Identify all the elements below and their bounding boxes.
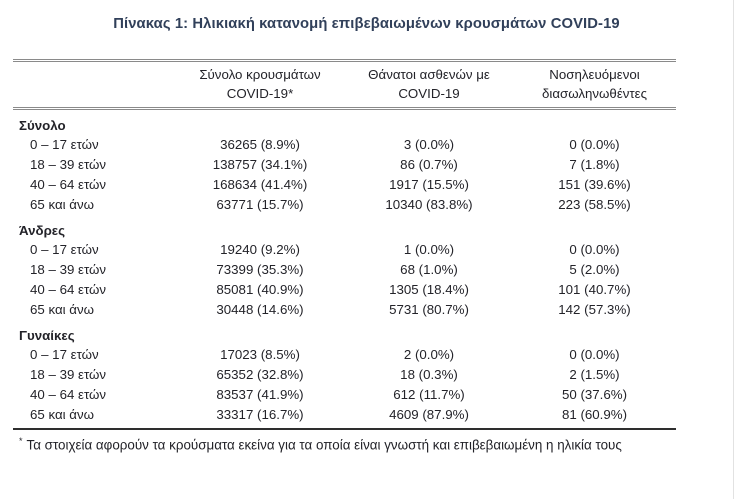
column-header-line: διασωληνωθέντες	[541, 86, 647, 101]
cases-value: 17023 (8.5%)	[220, 347, 300, 362]
column-header-intubated: Νοσηλευόμενοι διασωληνωθέντες	[513, 65, 676, 103]
age-label: 18 – 39 ετών	[30, 262, 107, 277]
intubated-value: 142 (57.3%)	[558, 302, 631, 317]
deaths-value: 18 (0.3%)	[400, 367, 458, 382]
column-header-total-cases: Σύνολο κρουσμάτων COVID-19*	[175, 65, 345, 103]
table-row: 0 – 17 ετών 19240 (9.2%) 1 (0.0%) 0 (0.0…	[13, 240, 676, 260]
table-row: 40 – 64 ετών 168634 (41.4%) 1917 (15.5%)…	[13, 175, 676, 195]
column-header-deaths: Θάνατοι ασθενών με COVID-19	[345, 65, 513, 103]
cases-value: 73399 (35.3%)	[216, 262, 304, 277]
cases-value: 30448 (14.6%)	[216, 302, 304, 317]
column-header-line: COVID-19	[398, 86, 460, 101]
cases-value: 63771 (15.7%)	[216, 197, 304, 212]
intubated-value: 223 (58.5%)	[558, 197, 631, 212]
intubated-value: 2 (1.5%)	[569, 367, 620, 382]
deaths-value: 1917 (15.5%)	[389, 177, 469, 192]
age-label: 18 – 39 ετών	[30, 157, 107, 172]
deaths-value: 10340 (83.8%)	[385, 197, 473, 212]
deaths-value: 2 (0.0%)	[403, 347, 455, 362]
age-label: 40 – 64 ετών	[30, 387, 107, 402]
column-header-line: Θάνατοι ασθενών με	[368, 67, 490, 82]
cases-value: 168634 (41.4%)	[212, 177, 308, 192]
intubated-value: 7 (1.8%)	[569, 157, 620, 172]
deaths-value: 68 (1.0%)	[400, 262, 458, 277]
age-label: 0 – 17 ετών	[30, 137, 99, 152]
section-label-total: Σύνολο	[19, 118, 66, 133]
table-row: 0 – 17 ετών 36265 (8.9%) 3 (0.0%) 0 (0.0…	[13, 135, 676, 155]
table-row: 40 – 64 ετών 85081 (40.9%) 1305 (18.4%) …	[13, 280, 676, 300]
section-label-men: Άνδρες	[19, 223, 66, 238]
header-empty-cell	[13, 65, 175, 103]
cases-value: 65352 (32.8%)	[216, 367, 304, 382]
table-header-row: Σύνολο κρουσμάτων COVID-19* Θάνατοι ασθε…	[13, 59, 676, 110]
table-row: 0 – 17 ετών 17023 (8.5%) 2 (0.0%) 0 (0.0…	[13, 345, 676, 365]
deaths-value: 612 (11.7%)	[393, 387, 465, 402]
page-title: Πίνακας 1: Ηλικιακή κατανομή επιβεβαιωμέ…	[113, 16, 620, 32]
column-header-line: Νοσηλευόμενοι	[549, 67, 640, 82]
column-header-line: Σύνολο κρουσμάτων	[199, 67, 321, 82]
table-row: 65 και άνω 30448 (14.6%) 5731 (80.7%) 14…	[13, 300, 676, 320]
intubated-value: 0 (0.0%)	[569, 137, 620, 152]
deaths-value: 4609 (87.9%)	[389, 407, 469, 422]
cases-value: 19240 (9.2%)	[220, 242, 300, 257]
age-label: 18 – 39 ετών	[30, 367, 107, 382]
table-row: 18 – 39 ετών 138757 (34.1%) 86 (0.7%) 7 …	[13, 155, 676, 175]
cases-value: 33317 (16.7%)	[216, 407, 304, 422]
cases-value: 83537 (41.9%)	[216, 387, 304, 402]
age-label: 0 – 17 ετών	[30, 347, 99, 362]
table-row: 65 και άνω 33317 (16.7%) 4609 (87.9%) 81…	[13, 405, 676, 425]
table-row: 18 – 39 ετών 73399 (35.3%) 68 (1.0%) 5 (…	[13, 260, 676, 280]
age-label: 40 – 64 ετών	[30, 177, 107, 192]
table-row: 65 και άνω 63771 (15.7%) 10340 (83.8%) 2…	[13, 195, 676, 215]
footnote: * Τα στοιχεία αφορούν τα κρούσματα εκείνα…	[19, 432, 725, 454]
intubated-value: 101 (40.7%)	[558, 282, 631, 297]
intubated-value: 50 (37.6%)	[561, 387, 628, 402]
age-label: 0 – 17 ετών	[30, 242, 99, 257]
age-label: 40 – 64 ετών	[30, 282, 107, 297]
intubated-value: 151 (39.6%)	[558, 177, 631, 192]
table-row: 40 – 64 ετών 83537 (41.9%) 612 (11.7%) 5…	[13, 385, 676, 405]
age-label: 65 και άνω	[30, 302, 95, 317]
footnote-text: Τα στοιχεία αφορούν τα κρούσματα εκείνα …	[26, 437, 622, 453]
cases-value: 138757 (34.1%)	[212, 157, 308, 172]
table-body: Σύνολο 0 – 17 ετών 36265 (8.9%) 3 (0.0%)…	[13, 110, 676, 430]
table-row: 18 – 39 ετών 65352 (32.8%) 18 (0.3%) 2 (…	[13, 365, 676, 385]
age-label: 65 και άνω	[30, 407, 95, 422]
intubated-value: 81 (60.9%)	[561, 407, 628, 422]
deaths-value: 1305 (18.4%)	[389, 282, 469, 297]
covid-age-distribution-table: Σύνολο κρουσμάτων COVID-19* Θάνατοι ασθε…	[13, 59, 676, 430]
intubated-value: 5 (2.0%)	[569, 262, 620, 277]
deaths-value: 3 (0.0%)	[403, 137, 455, 152]
deaths-value: 86 (0.7%)	[400, 157, 458, 172]
section-label-women: Γυναίκες	[19, 328, 75, 343]
cases-value: 36265 (8.9%)	[220, 137, 300, 152]
deaths-value: 1 (0.0%)	[403, 242, 455, 257]
intubated-value: 0 (0.0%)	[569, 242, 620, 257]
deaths-value: 5731 (80.7%)	[389, 302, 469, 317]
column-header-line: COVID-19*	[226, 86, 294, 101]
age-label: 65 και άνω	[30, 197, 95, 212]
cases-value: 85081 (40.9%)	[216, 282, 304, 297]
footnote-marker: *	[19, 436, 23, 446]
intubated-value: 0 (0.0%)	[569, 347, 620, 362]
